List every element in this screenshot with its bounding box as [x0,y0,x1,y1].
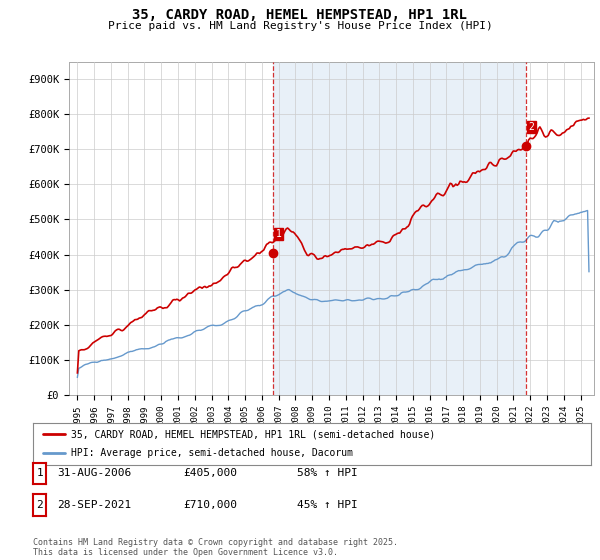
Text: Contains HM Land Registry data © Crown copyright and database right 2025.
This d: Contains HM Land Registry data © Crown c… [33,538,398,557]
Text: 35, CARDY ROAD, HEMEL HEMPSTEAD, HP1 1RL: 35, CARDY ROAD, HEMEL HEMPSTEAD, HP1 1RL [133,8,467,22]
Text: 1: 1 [275,229,281,239]
Bar [273,62,526,395]
Text: 58% ↑ HPI: 58% ↑ HPI [297,468,358,478]
Text: £710,000: £710,000 [183,500,237,510]
Text: £405,000: £405,000 [183,468,237,478]
Text: Price paid vs. HM Land Registry's House Price Index (HPI): Price paid vs. HM Land Registry's House … [107,21,493,31]
Text: 1: 1 [36,468,43,478]
Text: 45% ↑ HPI: 45% ↑ HPI [297,500,358,510]
Text: 2: 2 [529,122,535,132]
Text: HPI: Average price, semi-detached house, Dacorum: HPI: Average price, semi-detached house,… [71,449,353,459]
Text: 2: 2 [36,500,43,510]
Text: 35, CARDY ROAD, HEMEL HEMPSTEAD, HP1 1RL (semi-detached house): 35, CARDY ROAD, HEMEL HEMPSTEAD, HP1 1RL… [71,429,435,439]
Text: 28-SEP-2021: 28-SEP-2021 [57,500,131,510]
Text: 31-AUG-2006: 31-AUG-2006 [57,468,131,478]
